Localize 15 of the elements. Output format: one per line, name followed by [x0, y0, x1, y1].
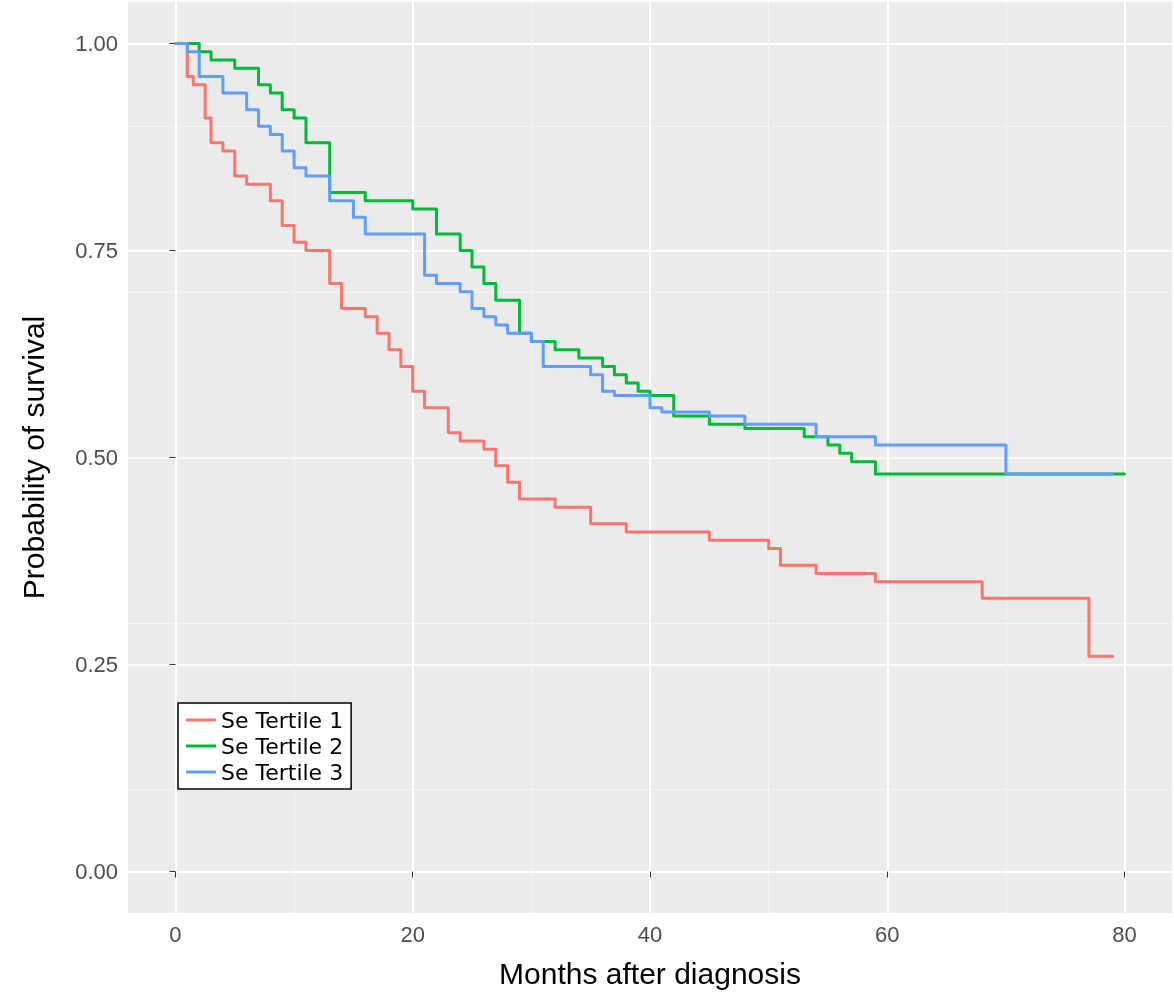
legend-label: Se Tertile 1 [221, 707, 344, 733]
y-tick-label: 0.75 [75, 237, 118, 263]
x-tick-label: 80 [1112, 921, 1137, 947]
y-tick-label: 0.50 [75, 445, 118, 470]
x-tick-label: 60 [875, 921, 900, 947]
legend-label: Se Tertile 2 [221, 733, 344, 759]
x-tick-label: 0 [169, 921, 182, 947]
y-tick-label: 0.00 [75, 859, 118, 885]
legend-label: Se Tertile 3 [221, 759, 344, 785]
y-tick-label: 0.25 [75, 652, 118, 678]
x-tick-label: 40 [637, 921, 663, 947]
y-tick-label: 1.00 [75, 30, 118, 56]
y-axis-title: Probability of survival [16, 315, 50, 600]
x-tick-label: 20 [400, 921, 425, 947]
x-axis-title: Months after diagnosis [499, 956, 801, 990]
